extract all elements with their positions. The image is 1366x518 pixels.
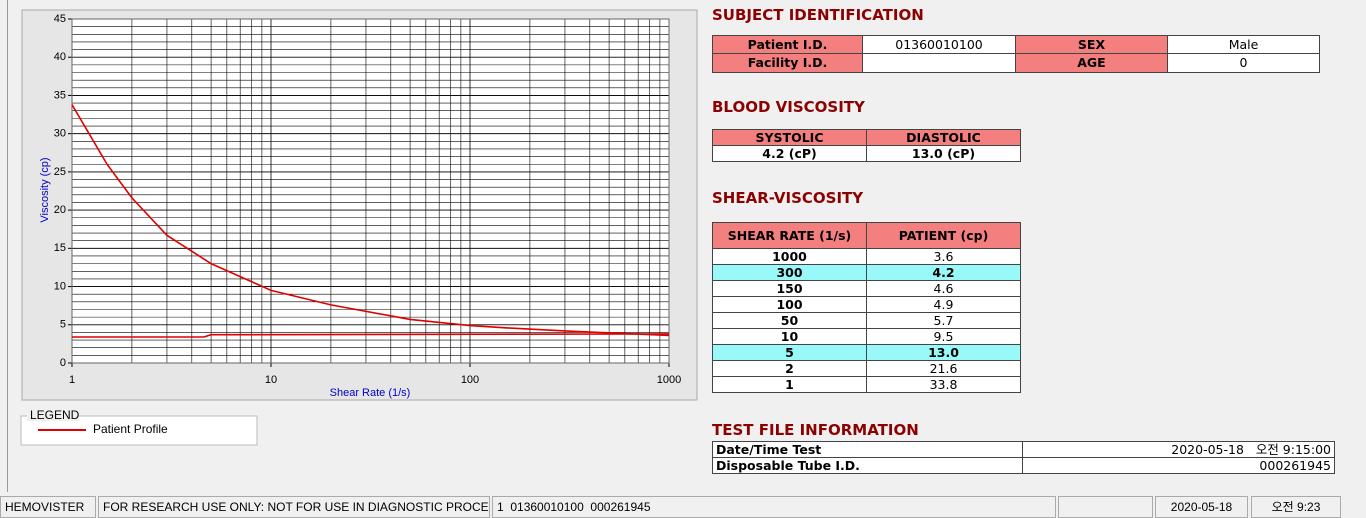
info-label: Date/Time Test [712, 441, 1023, 458]
table-cell: 4.6 [866, 280, 1021, 297]
table-cell: 10 [712, 328, 867, 345]
y-tick-label: 0 [60, 357, 66, 369]
x-tick-label: 1000 [657, 374, 681, 386]
status-cell [1058, 496, 1153, 518]
table-cell: 33.8 [866, 376, 1021, 393]
section-title: BLOOD VISCOSITY [712, 98, 865, 116]
y-tick-label: 25 [54, 166, 66, 178]
field-value [862, 53, 1016, 73]
info-value: 000261945 [1022, 457, 1335, 474]
status-cell: 1 01360010100 000261945 [492, 496, 1056, 518]
table-cell: 21.6 [866, 360, 1021, 377]
table-cell: 50 [712, 312, 867, 329]
x-axis-label: Shear Rate (1/s) [330, 387, 411, 399]
y-tick-label: 30 [54, 128, 66, 140]
legend-title-bg [27, 409, 79, 421]
legend-label: Patient Profile [93, 422, 168, 436]
table-cell: 9.5 [866, 328, 1021, 345]
y-axis-label: Viscosity (cp) [39, 157, 51, 222]
table-cell: 1 [712, 376, 867, 393]
table-header: PATIENT (cp) [866, 222, 1021, 249]
y-tick-label: 5 [60, 319, 66, 331]
data-line [72, 333, 670, 338]
info-label: Disposable Tube I.D. [712, 457, 1023, 474]
table-cell: 5.7 [866, 312, 1021, 329]
section-title: SHEAR-VISCOSITY [712, 189, 864, 207]
field-label: Facility I.D. [712, 53, 863, 73]
field-value: 01360010100 [862, 35, 1016, 54]
table-cell: 1000 [712, 248, 867, 265]
section-title: SUBJECT IDENTIFICATION [712, 6, 924, 24]
table-cell: 100 [712, 296, 867, 313]
field-label: SEX [1015, 35, 1168, 54]
info-value: 2020-05-18 오전 9:15:00 [1022, 441, 1335, 458]
table-cell: 150 [712, 280, 867, 297]
table-cell: 5 [712, 344, 867, 361]
field-label: Patient I.D. [712, 35, 863, 54]
field-label: AGE [1015, 53, 1168, 73]
window-edge [7, 0, 8, 492]
x-tick-label: 10 [265, 374, 277, 386]
table-cell: 4.2 [866, 264, 1021, 281]
table-cell: 2 [712, 360, 867, 377]
table-cell: 4.2 (cP) [712, 145, 867, 162]
plot-frame [71, 18, 670, 364]
table-header: DIASTOLIC [866, 129, 1021, 146]
plot-area [72, 19, 669, 363]
y-tick-label: 15 [54, 242, 66, 254]
table-cell: 300 [712, 264, 867, 281]
status-cell: FOR RESEARCH USE ONLY: NOT FOR USE IN DI… [98, 496, 490, 518]
section-title: TEST FILE INFORMATION [712, 421, 919, 439]
status-cell: 오전 9:23 [1251, 496, 1341, 518]
table-cell: 4.9 [866, 296, 1021, 313]
chart: Shear Rate (1/s) Viscosity (cp) LEGEND 0… [20, 9, 698, 446]
table-cell: 13.0 (cP) [866, 145, 1021, 162]
legend-title: LEGEND [30, 408, 80, 422]
y-tick-label: 40 [54, 51, 66, 63]
y-tick-label: 10 [54, 280, 66, 292]
x-tick-label: 100 [461, 374, 479, 386]
table-header: SHEAR RATE (1/s) [712, 222, 867, 249]
y-tick-label: 45 [54, 13, 66, 25]
field-value: 0 [1167, 53, 1320, 73]
y-tick-label: 20 [54, 204, 66, 216]
field-value: Male [1167, 35, 1320, 54]
table-cell: 13.0 [866, 344, 1021, 361]
x-tick-label: 1 [69, 374, 75, 386]
status-cell: 2020-05-18 [1155, 496, 1248, 518]
table-header: SYSTOLIC [712, 129, 867, 146]
y-tick-label: 35 [54, 89, 66, 101]
table-cell: 3.6 [866, 248, 1021, 265]
data-line [71, 104, 670, 337]
status-cell: HEMOVISTER [0, 496, 96, 518]
